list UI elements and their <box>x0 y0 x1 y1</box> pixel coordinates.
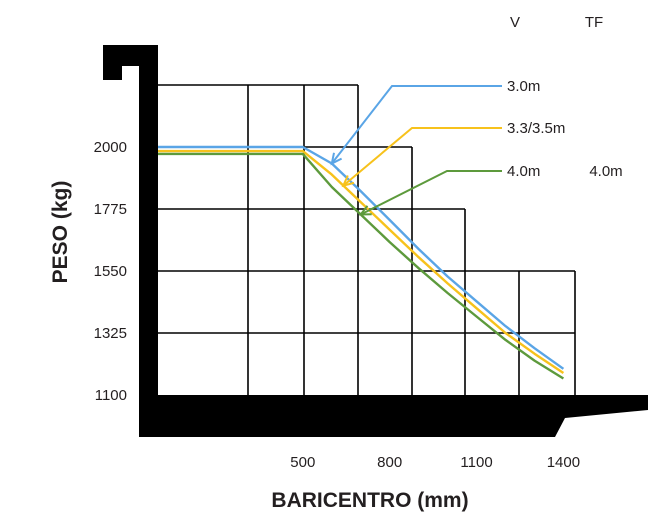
series-line-3 <box>158 152 565 380</box>
x-axis-title: BARICENTRO (mm) <box>271 489 468 512</box>
legend-label-3: 4.0m <box>507 163 540 180</box>
x-tick-label: 800 <box>377 454 402 471</box>
legend-header-tf: TF <box>585 14 603 31</box>
y-axis-title: PESO (kg) <box>49 181 72 284</box>
y-tick-label: 1100 <box>95 387 127 404</box>
legend-leader-2 <box>342 127 502 187</box>
y-tick-label: 1550 <box>94 263 127 280</box>
legend-arrowhead-2 <box>341 175 355 188</box>
legend-arrowhead-1 <box>330 152 343 166</box>
legend-tf-label-3: 4.0m <box>589 163 622 180</box>
legend-header-v: V <box>510 14 520 31</box>
legend-arrowhead-3 <box>358 205 372 216</box>
y-tick-label: 1775 <box>94 201 127 218</box>
legend-label-1: 3.0m <box>507 78 540 95</box>
axis-ticks: 1100 1325 1550 1775 2000 500 800 1100 1400 <box>94 139 580 471</box>
x-tick-label: 1400 <box>547 454 580 471</box>
forklift-mast <box>103 45 158 395</box>
y-tick-label: 1325 <box>94 325 127 342</box>
x-tick-label: 1100 <box>460 454 492 471</box>
legend-leader-1 <box>331 85 502 165</box>
forklift-forks <box>139 395 648 437</box>
forklift-silhouette <box>103 45 648 437</box>
series-line-2 <box>158 149 565 374</box>
legend-label-2: 3.3/3.5m <box>507 120 565 137</box>
legend-leader-3 <box>360 170 502 216</box>
y-tick-label: 2000 <box>94 139 127 156</box>
x-tick-label: 500 <box>290 454 315 471</box>
load-grid <box>158 84 576 395</box>
series-layer <box>158 145 565 380</box>
series-line-1 <box>158 145 565 370</box>
legend: V TF 3.0m 3.3/3.5m 4.0m 4.0m <box>330 14 623 216</box>
